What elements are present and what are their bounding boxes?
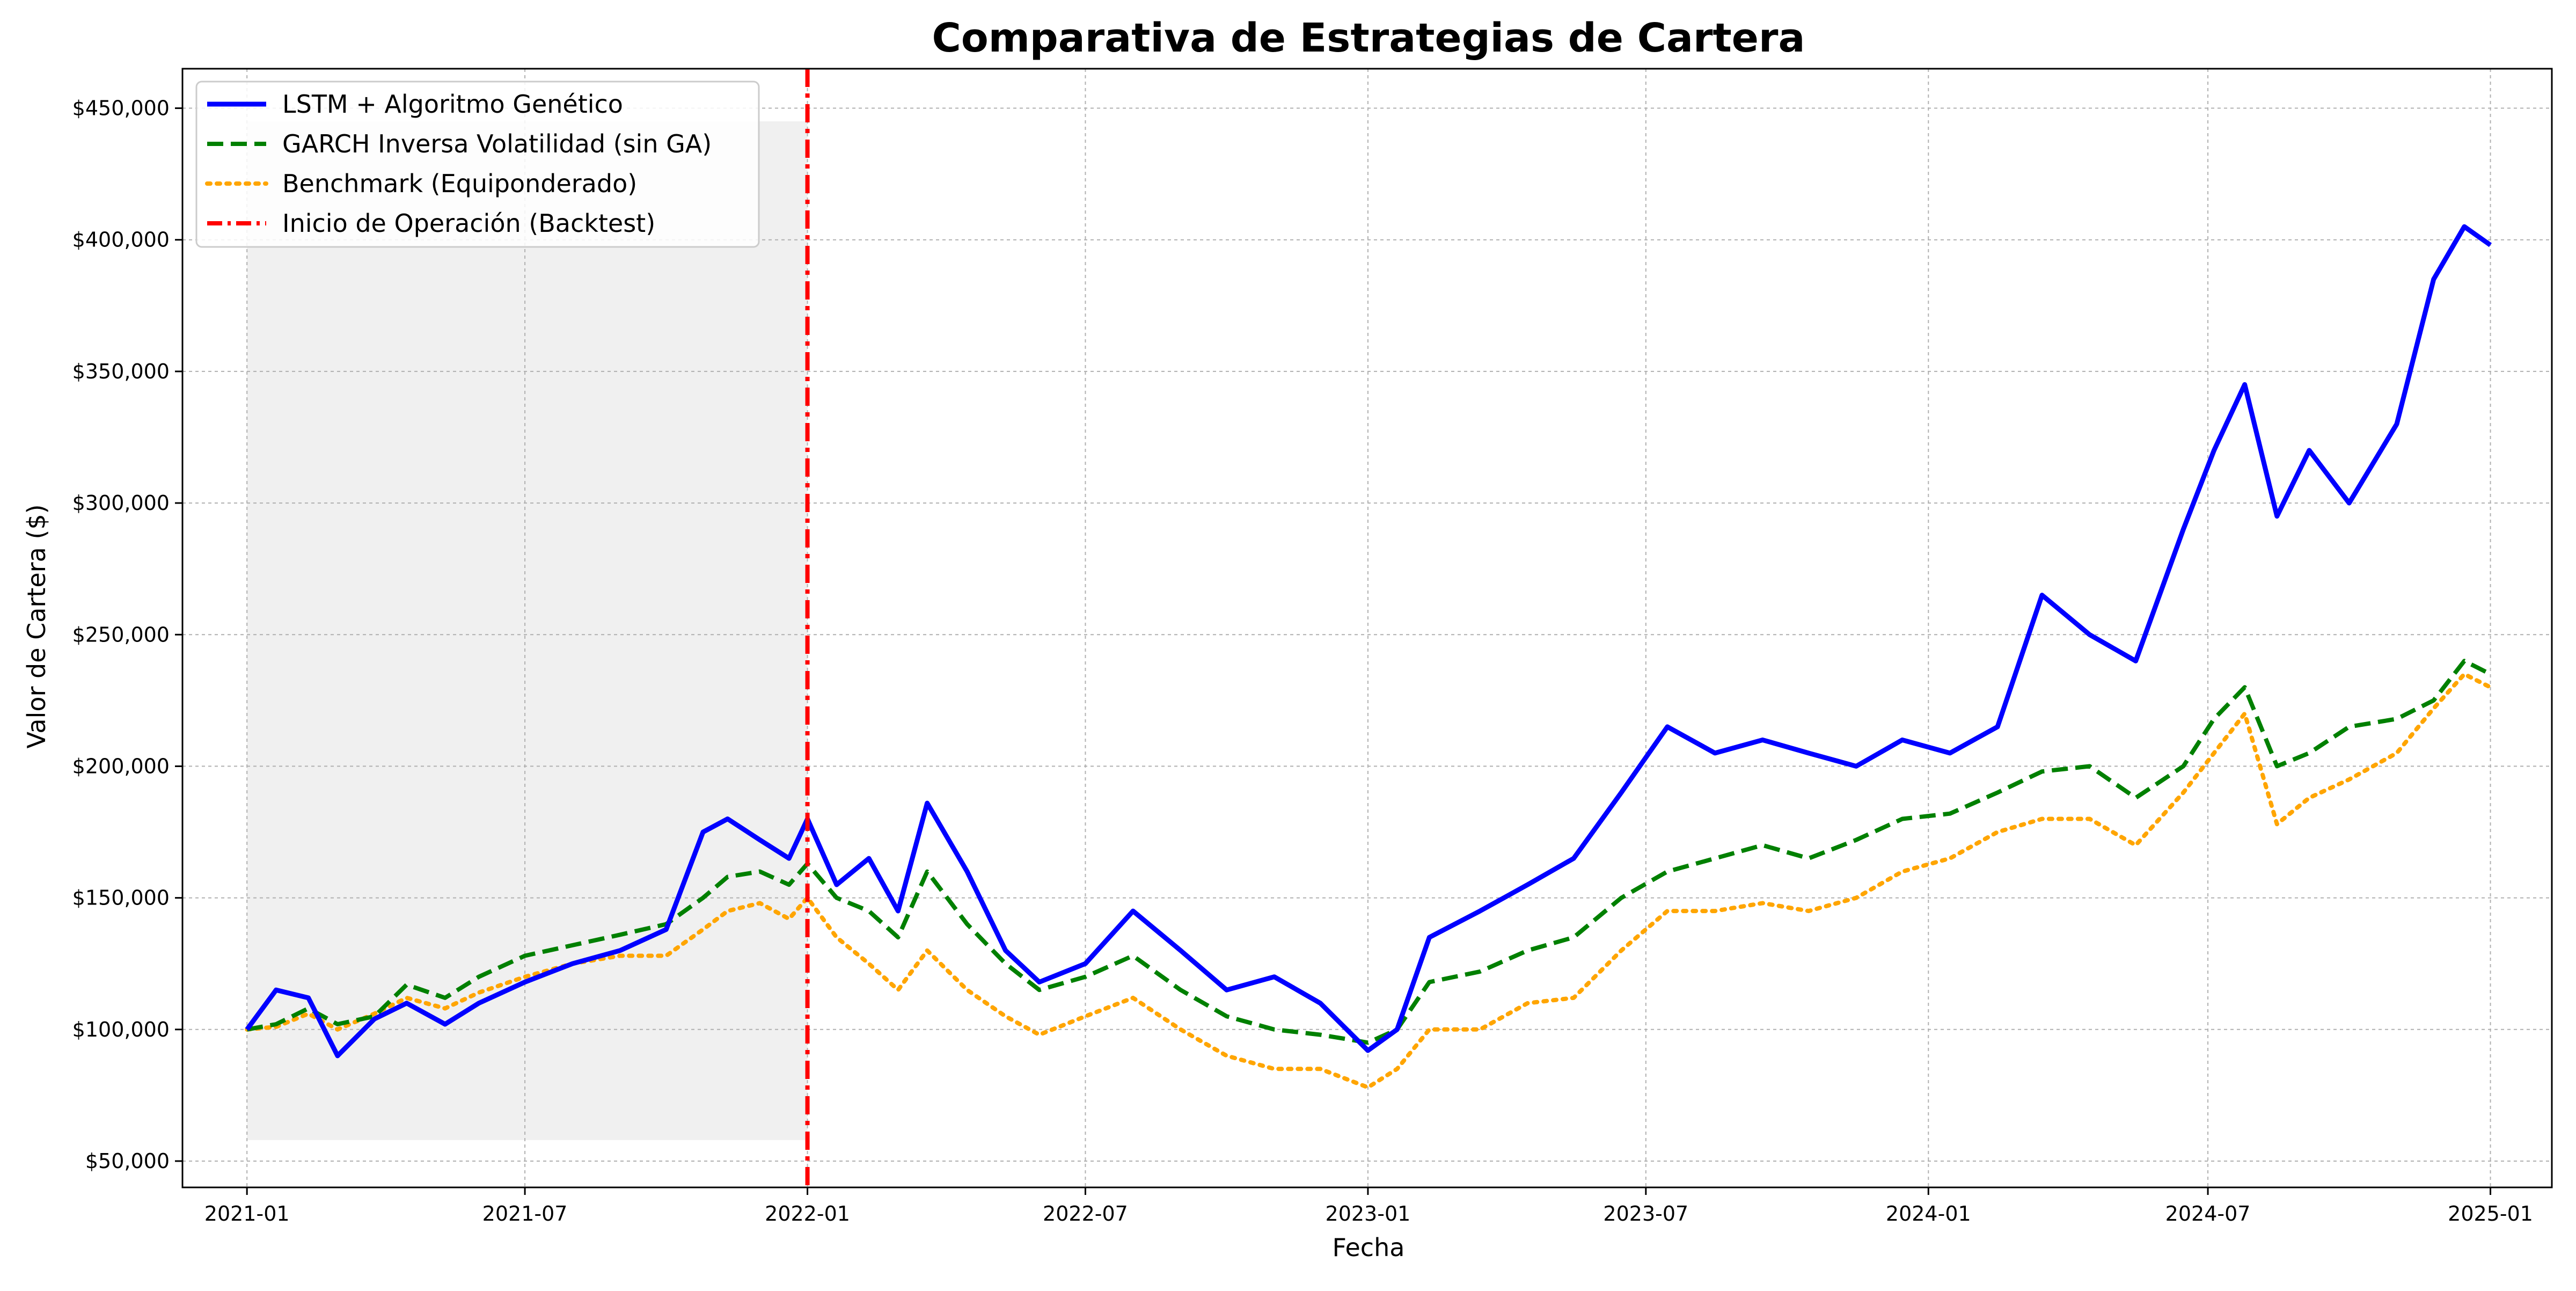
training-period-shading	[247, 121, 808, 1140]
series-line-lstm-algoritmo-gen-tico	[245, 224, 2492, 1059]
y-tick-label: $50,000	[85, 1149, 170, 1173]
y-tick-label: $300,000	[72, 491, 170, 515]
y-tick-label: $350,000	[72, 360, 170, 383]
y-tick-label: $450,000	[72, 97, 170, 120]
x-tick-label: 2021-07	[482, 1202, 568, 1226]
legend-box	[195, 81, 760, 248]
x-axis-label: Fecha	[1333, 1233, 1405, 1262]
y-tick-label: $150,000	[72, 886, 170, 910]
y-tick-label: $400,000	[72, 228, 170, 252]
x-tick-label: 2022-01	[765, 1202, 850, 1226]
x-tick-label: 2023-01	[1326, 1202, 1411, 1226]
y-tick-label: $200,000	[72, 754, 170, 778]
x-tick-label: 2024-07	[2165, 1202, 2251, 1226]
legend-label: GARCH Inversa Volatilidad (sin GA)	[282, 129, 712, 158]
chart-title: Comparativa de Estrategias de Cartera	[932, 15, 1805, 61]
plot-area: $50,000 $100,000 $150,000 $200,000 $250,000 $…	[72, 68, 2553, 1226]
legend-label: Inicio de Operación (Backtest)	[282, 209, 655, 238]
x-tick-label: 2022-07	[1043, 1202, 1128, 1226]
x-tick-label: 2023-07	[1603, 1202, 1688, 1226]
series-line-benchmark-equiponderado	[245, 672, 2493, 1090]
series-line-garch-inversa-volatilidad-sin-ga	[246, 659, 2492, 1045]
legend-label: Benchmark (Equiponderado)	[282, 169, 637, 198]
plot-frame	[181, 68, 2553, 1188]
x-tick-label: 2025-01	[2448, 1202, 2533, 1226]
y-axis-label: Valor de Cartera ($)	[22, 504, 51, 748]
y-tick-label: $250,000	[72, 623, 170, 646]
legend-label: LSTM + Algoritmo Genético	[282, 90, 623, 119]
y-tick-label: $100,000	[72, 1018, 170, 1041]
x-tick-label: 2024-01	[1886, 1202, 1971, 1226]
x-tick-label: 2021-01	[204, 1202, 290, 1226]
legend: LSTM + Algoritmo Genético GARCH Inversa V…	[195, 81, 760, 248]
